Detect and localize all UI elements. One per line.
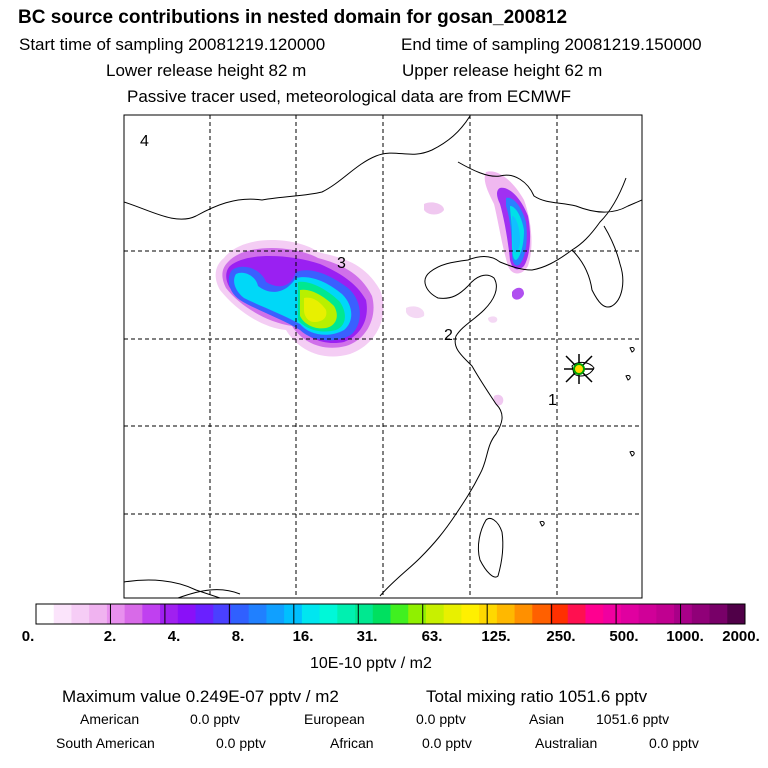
colorbar-swatch — [567, 604, 586, 624]
colorbar-tick: 31. — [356, 628, 378, 645]
colorbar-swatch — [248, 604, 267, 624]
colorbar-swatch — [550, 604, 569, 624]
colorbar-swatch — [124, 604, 143, 624]
colorbar-swatch — [213, 604, 232, 624]
colorbar-swatch — [301, 604, 321, 624]
colorbar-tick: 8. — [231, 628, 245, 645]
colorbar-swatch — [390, 604, 409, 624]
african-value: 0.0 pptv — [422, 735, 472, 751]
coastlines — [124, 115, 642, 598]
colorbar — [35, 603, 746, 625]
lower-release-height: Lower release height 82 m — [106, 61, 307, 80]
colorbar-swatch — [319, 604, 338, 624]
asian-label: Asian — [529, 711, 565, 727]
asian-value: 1051.6 pptv — [596, 711, 670, 727]
american-label: American — [80, 711, 140, 727]
colorbar-swatch — [160, 604, 179, 624]
australian-value: 0.0 pptv — [649, 735, 699, 751]
colorbar-tick: 16. — [292, 628, 314, 645]
colorbar-swatch — [727, 604, 746, 624]
region-label: 1 — [548, 392, 557, 409]
colorbar-tick: 2000. — [722, 628, 760, 645]
plume-northeast — [406, 171, 532, 406]
colorbar-unit: 10E-10 pptv / m2 — [310, 655, 432, 672]
european-value: 0.0 pptv — [416, 711, 466, 727]
colorbar-swatch — [106, 604, 126, 624]
start-time: Start time of sampling 20081219.120000 — [19, 35, 326, 54]
total-mixing-ratio: Total mixing ratio 1051.6 pptv — [426, 687, 648, 706]
plume-west — [215, 240, 384, 357]
colorbar-tick: 500. — [609, 628, 639, 645]
colorbar-tick: 1000. — [666, 628, 704, 645]
colorbar-swatch — [603, 604, 622, 624]
colorbar-swatch — [142, 604, 161, 624]
australian-label: Australian — [535, 735, 598, 751]
region-label: 4 — [140, 133, 149, 150]
colorbar-swatch — [177, 604, 197, 624]
colorbar-swatch — [479, 604, 498, 624]
colorbar-swatch — [461, 604, 480, 624]
colorbar-tick: 2. — [103, 628, 117, 645]
tracer-note: Passive tracer used, meteorological data… — [127, 87, 572, 106]
colorbar-swatch — [620, 604, 640, 624]
colorbar-swatch — [372, 604, 392, 624]
european-label: European — [304, 711, 365, 727]
colorbar-tick: 250. — [546, 628, 576, 645]
colorbar-swatch — [674, 604, 693, 624]
maximum-value: Maximum value 0.249E-07 pptv / m2 — [62, 687, 339, 706]
colorbar-tick: 0. — [21, 628, 35, 645]
upper-release-height: Upper release height 62 m — [402, 61, 603, 80]
colorbar-swatch — [425, 604, 445, 624]
colorbar-tick: 125. — [481, 628, 511, 645]
american-value: 0.0 pptv — [190, 711, 240, 727]
region-label: 2 — [444, 327, 453, 344]
colorbar-swatch — [585, 604, 604, 624]
colorbar-swatch — [53, 604, 72, 624]
figure-title: BC source contributions in nested domain… — [18, 7, 568, 28]
colorbar-swatch — [514, 604, 533, 624]
colorbar-swatch — [691, 604, 711, 624]
colorbar-swatch — [284, 604, 303, 624]
colorbar-swatch — [71, 604, 90, 624]
colorbar-swatch — [337, 604, 356, 624]
colorbar-swatch — [408, 604, 427, 624]
lat-lon-grid — [124, 115, 642, 598]
colorbar-swatch — [532, 604, 551, 624]
colorbar-tick: 4. — [167, 628, 181, 645]
colorbar-swatch — [638, 604, 657, 624]
south-american-value: 0.0 pptv — [216, 735, 266, 751]
map-frame — [123, 114, 643, 599]
african-label: African — [330, 735, 374, 751]
end-time: End time of sampling 20081219.150000 — [401, 35, 702, 54]
region-label: 3 — [337, 255, 346, 272]
colorbar-swatch — [496, 604, 516, 624]
colorbar-swatch — [266, 604, 285, 624]
colorbar-swatch — [443, 604, 462, 624]
colorbar-swatch — [709, 604, 728, 624]
colorbar-swatch — [195, 604, 214, 624]
colorbar-swatch — [36, 604, 55, 624]
colorbar-swatch — [89, 604, 108, 624]
colorbar-swatch — [230, 604, 250, 624]
receptor-marker-icon — [564, 354, 594, 384]
colorbar-swatch — [355, 604, 374, 624]
colorbar-swatch — [656, 604, 675, 624]
south-american-label: South American — [56, 735, 155, 751]
source-contribution-map: 1 2 3 4 — [123, 114, 643, 599]
colorbar-tick: 63. — [421, 628, 443, 645]
